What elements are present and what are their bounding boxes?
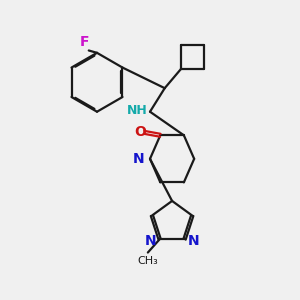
Text: N: N: [133, 152, 145, 166]
Text: CH₃: CH₃: [137, 256, 158, 266]
Text: NH: NH: [127, 104, 148, 117]
Text: O: O: [134, 125, 146, 139]
Text: N: N: [188, 234, 200, 248]
Text: N: N: [145, 234, 156, 248]
Text: F: F: [80, 35, 89, 49]
